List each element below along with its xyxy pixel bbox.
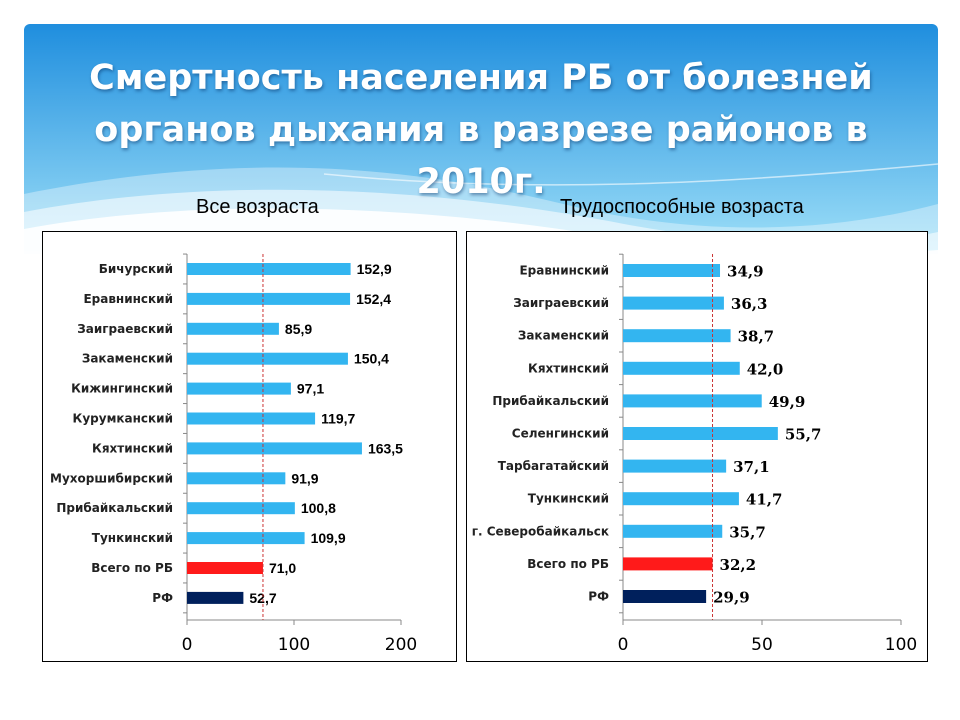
all-ages-chart: 0 100 200 Бичурский 152,9 Еравнинский 152,4 Заи… — [50, 253, 417, 655]
value-label: 41,7 — [746, 491, 783, 509]
value-label: 152,9 — [357, 261, 392, 277]
category-label: Закаменский — [82, 352, 173, 366]
category-label: Заиграевский — [77, 322, 173, 336]
x-tick-label: 100 — [885, 635, 917, 655]
bar — [623, 296, 724, 310]
category-label: Прибайкальский — [56, 501, 173, 515]
bar — [187, 263, 351, 275]
bar — [623, 264, 721, 277]
bar — [187, 352, 348, 365]
category-label: Заиграевский — [513, 296, 609, 310]
value-label: 55,7 — [785, 426, 822, 444]
bar — [623, 557, 713, 571]
value-label: 35,7 — [729, 523, 766, 541]
category-label: Кижингинский — [71, 382, 173, 396]
bar — [623, 590, 707, 603]
category-label: Мухоршибирский — [50, 471, 173, 485]
category-label: Тарбагатайский — [498, 459, 609, 473]
bar — [187, 502, 295, 515]
value-label: 29,9 — [713, 589, 750, 607]
bar — [187, 382, 291, 395]
value-label: 100,8 — [301, 500, 336, 516]
value-label: 38,7 — [738, 328, 775, 346]
category-label: Еравнинский — [83, 292, 173, 306]
value-label: 71,0 — [269, 560, 296, 576]
bar — [623, 427, 778, 440]
category-label: РФ — [588, 590, 609, 604]
value-label: 85,9 — [285, 321, 312, 337]
category-label: Еравнинский — [519, 264, 609, 278]
x-tick-label: 0 — [182, 635, 193, 655]
value-label: 119,7 — [321, 411, 355, 427]
value-label: 163,5 — [368, 440, 403, 456]
category-label: Тункинский — [92, 531, 173, 545]
value-label: 36,3 — [731, 295, 768, 313]
value-label: 34,9 — [727, 263, 764, 281]
bar — [187, 562, 263, 574]
slide-title: Смертность населения РБ от болезней орга… — [89, 58, 873, 202]
value-label: 32,2 — [720, 556, 757, 574]
x-tick-label: 0 — [618, 635, 629, 655]
bar — [623, 492, 739, 506]
category-label: Тункинский — [528, 492, 609, 506]
value-label: 150,4 — [354, 351, 389, 367]
right-chart-title: Трудоспособные возраста — [560, 196, 804, 218]
working-age-chart-panel: 0 50 100 Еравнинский 34,9 Заиграевский 36,3 Зак… — [466, 231, 928, 662]
category-label: Закаменский — [518, 329, 609, 343]
x-tick-label: 50 — [751, 635, 773, 655]
value-label: 91,9 — [291, 470, 318, 486]
category-label: г. Северобайкальск — [472, 524, 609, 538]
value-label: 109,9 — [311, 530, 346, 546]
value-label: 97,1 — [297, 381, 324, 397]
category-label: РФ — [152, 591, 173, 605]
bar — [623, 361, 740, 375]
category-label: Всего по РБ — [527, 557, 609, 571]
left-chart-title: Все возраста — [196, 196, 319, 218]
category-label: Кяхтинский — [528, 361, 609, 375]
bar — [623, 394, 762, 408]
bar — [187, 442, 362, 455]
x-tick-label: 200 — [385, 635, 417, 655]
value-label: 37,1 — [733, 458, 770, 476]
bar — [187, 292, 351, 305]
value-label: 42,0 — [747, 360, 784, 378]
value-label: 152,4 — [356, 291, 391, 307]
category-label: Кяхтинский — [92, 441, 173, 455]
category-label: Селенгинский — [512, 427, 609, 441]
working-age-chart: 0 50 100 Еравнинский 34,9 Заиграевский 36,3 Зак… — [472, 253, 917, 655]
bar — [623, 524, 723, 538]
bar — [187, 532, 305, 545]
bar — [187, 472, 286, 485]
bar — [623, 329, 731, 343]
category-label: Прибайкальский — [492, 394, 609, 408]
value-label: 52,7 — [249, 590, 276, 606]
category-label: Курумканский — [73, 412, 173, 426]
value-label: 49,9 — [769, 393, 806, 411]
x-tick-label: 100 — [278, 635, 310, 655]
category-label: Всего по РБ — [91, 561, 173, 575]
bar — [187, 412, 316, 425]
bar — [623, 459, 727, 473]
bar — [187, 322, 279, 335]
category-label: Бичурский — [99, 262, 173, 276]
all-ages-chart-panel: 0 100 200 Бичурский 152,9 Еравнинский 152,4 Заи… — [42, 231, 457, 662]
bar — [187, 591, 244, 604]
